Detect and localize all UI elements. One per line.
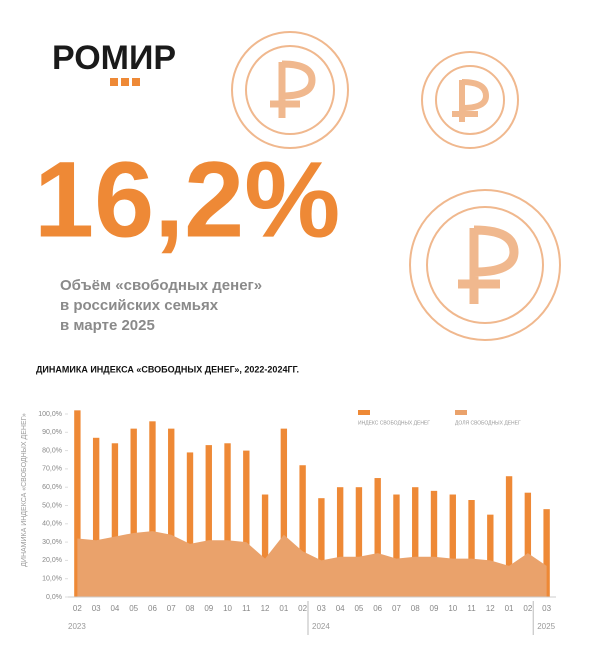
coin-symbol xyxy=(452,79,490,122)
bar xyxy=(168,428,175,597)
x-tick-label: 07 xyxy=(167,604,176,613)
x-tick-label: 08 xyxy=(411,604,420,613)
y-tick-label: 10,0% xyxy=(42,576,62,583)
bar xyxy=(393,494,400,597)
y-tick-label: 70,0% xyxy=(42,466,62,473)
logo: РОМИР xyxy=(52,39,176,77)
logo-dots xyxy=(110,78,140,86)
area xyxy=(77,531,547,597)
bar xyxy=(74,410,81,597)
bar xyxy=(186,452,194,597)
legend-label: ИНДЕКС СВОБОДНЫХ ДЕНЕГ xyxy=(358,420,430,426)
chart-title: ДИНАМИКА ИНДЕКСА «СВОБОДНЫХ ДЕНЕГ», 2022… xyxy=(36,364,299,374)
x-tick-label: 05 xyxy=(129,604,138,613)
x-tick-label: 10 xyxy=(223,604,232,613)
year-label: 2024 xyxy=(312,622,330,631)
legend-swatch xyxy=(358,410,370,415)
subtitle-line: в российских семьях xyxy=(60,297,219,314)
year-label: 2025 xyxy=(537,622,555,631)
x-tick-label: 03 xyxy=(317,604,326,613)
bar xyxy=(524,492,532,597)
coin xyxy=(409,189,561,341)
coin-symbol xyxy=(270,60,316,118)
x-tick-label: 09 xyxy=(430,604,439,613)
x-tick-label: 11 xyxy=(467,604,476,613)
bar xyxy=(261,494,269,597)
bar xyxy=(92,437,100,597)
x-tick-label: 07 xyxy=(392,604,401,613)
bar xyxy=(299,465,306,597)
bar xyxy=(130,428,137,597)
x-tick-label: 05 xyxy=(354,604,363,613)
y-tick-label: 90,0% xyxy=(42,429,62,436)
x-tick-label: 06 xyxy=(373,604,382,613)
x-tick-label: 04 xyxy=(336,604,345,613)
year-label: 2023 xyxy=(68,622,86,631)
coin xyxy=(421,51,519,149)
x-tick-label: 02 xyxy=(298,604,307,613)
x-tick-label: 01 xyxy=(279,604,288,613)
x-tick-label: 12 xyxy=(261,604,270,613)
x-tick-label: 09 xyxy=(204,604,213,613)
bar xyxy=(355,487,363,597)
x-tick-label: 03 xyxy=(542,604,551,613)
x-tick-label: 03 xyxy=(92,604,101,613)
logo-dot xyxy=(132,78,140,86)
bar xyxy=(505,476,513,597)
y-tick-label: 80,0% xyxy=(42,447,62,454)
bar xyxy=(280,428,288,597)
y-tick-label: 100,0% xyxy=(38,411,62,418)
logo-dot xyxy=(121,78,129,86)
bar xyxy=(487,514,494,597)
x-tick-label: 06 xyxy=(148,604,157,613)
subtitle: Объём «свободных денег» в российских сем… xyxy=(60,277,262,334)
legend-swatch xyxy=(455,410,467,415)
y-tick-label: 60,0% xyxy=(42,484,62,491)
x-tick-label: 10 xyxy=(448,604,457,613)
bar xyxy=(543,509,550,597)
x-tick-label: 02 xyxy=(73,604,82,613)
bar xyxy=(468,500,475,597)
coins xyxy=(231,31,561,341)
subtitle-line: в марте 2025 xyxy=(60,317,155,334)
legend-label: ДОЛЯ СВОБОДНЫХ ДЕНЕГ xyxy=(455,420,521,426)
coin-symbol xyxy=(458,225,519,304)
y-tick-label: 30,0% xyxy=(42,539,62,546)
bar xyxy=(430,490,438,597)
coin xyxy=(245,45,335,135)
x-tick-label: 04 xyxy=(110,604,119,613)
coin xyxy=(435,65,505,135)
x-tick-label: 01 xyxy=(505,604,514,613)
x-tick-label: 08 xyxy=(186,604,195,613)
bar xyxy=(111,443,119,597)
bar xyxy=(336,487,344,597)
bar xyxy=(149,421,156,597)
x-tick-label: 12 xyxy=(486,604,495,613)
x-tick-label: 11 xyxy=(242,604,251,613)
bar xyxy=(318,498,325,597)
headline: 16,2% xyxy=(34,139,340,260)
coin xyxy=(231,31,349,149)
x-tick-label: 02 xyxy=(523,604,532,613)
y-tick-label: 20,0% xyxy=(42,557,62,564)
bar xyxy=(243,450,250,597)
bar xyxy=(374,478,381,597)
y-tick-label: 0,0% xyxy=(46,594,62,601)
y-tick-label: 50,0% xyxy=(42,502,62,509)
bar xyxy=(449,494,456,597)
subtitle-line: Объём «свободных денег» xyxy=(60,277,262,294)
logo-dot xyxy=(110,78,118,86)
bar xyxy=(205,445,212,597)
bar xyxy=(224,443,231,597)
coin xyxy=(426,206,544,324)
y-axis-label: ДИНАМИКА ИНДЕКСА «СВОБОДНЫХ ДЕНЕГ» xyxy=(21,413,28,567)
bar xyxy=(412,487,419,597)
y-tick-label: 40,0% xyxy=(42,521,62,528)
